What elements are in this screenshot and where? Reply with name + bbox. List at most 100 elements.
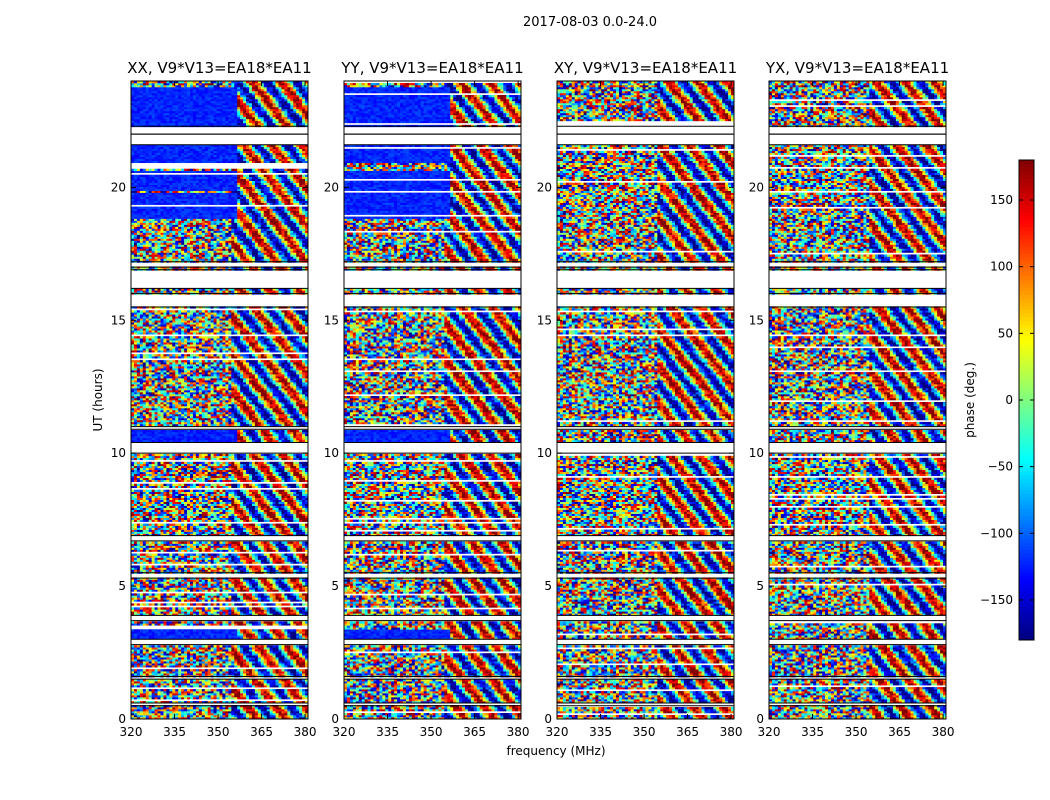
colorbar-step [1019,310,1034,314]
colorbar-step [1019,513,1034,517]
colorbar-step [1019,381,1034,385]
colorbar-step [1019,580,1034,584]
x-tick-label: 365 [250,725,273,739]
x-tick-label: 350 [420,725,443,739]
x-tick-label: 380 [720,725,743,739]
y-tick-label: 0 [544,712,552,726]
y-tick-label: 20 [111,180,126,194]
colorbar-step [1019,378,1034,382]
colorbar-step [1019,209,1034,213]
colorbar-step [1019,468,1034,472]
y-tick-label: 5 [331,579,339,593]
y-tick-label: 20 [749,180,764,194]
y-tick-label: 10 [537,446,552,460]
colorbar-step [1019,479,1034,483]
colorbar-step [1019,288,1034,292]
y-tick-label: 0 [331,712,339,726]
x-tick-label: 320 [333,725,356,739]
x-axis-label: frequency (MHz) [506,744,605,758]
colorbar-step [1019,318,1034,322]
colorbar-step [1019,501,1034,505]
colorbar-step [1019,201,1034,205]
colorbar-step [1019,186,1034,190]
y-tick-label: 0 [118,712,126,726]
colorbar-step [1019,344,1034,348]
x-tick-label: 380 [507,725,530,739]
colorbar-step [1019,535,1034,539]
colorbar-step [1019,235,1034,239]
colorbar-step [1019,625,1034,629]
colorbar-step [1019,246,1034,250]
colorbar-step [1019,621,1034,625]
colorbar-step [1019,539,1034,543]
colorbar-step [1019,194,1034,198]
y-axis-label: UT (hours) [91,368,105,431]
colorbar-step [1019,603,1034,607]
x-tick-label: 335 [589,725,612,739]
x-tick-label: 335 [163,725,186,739]
y-tick-label: 10 [111,446,126,460]
colorbar-step [1019,321,1034,325]
colorbar-step [1019,168,1034,172]
colorbar-step [1019,276,1034,280]
colorbar-tick-label: 150 [990,193,1013,207]
colorbar-step [1019,261,1034,265]
colorbar-step [1019,528,1034,532]
colorbar-step [1019,550,1034,554]
heatmap-cells [557,81,734,719]
colorbar-step [1019,216,1034,220]
colorbar-step [1019,374,1034,378]
colorbar-step [1019,633,1034,637]
colorbar-step [1019,629,1034,633]
x-tick-label: 320 [546,725,569,739]
colorbar-step [1019,546,1034,550]
colorbar-step [1019,175,1034,179]
x-tick-label: 320 [120,725,143,739]
panel-title: YY, V9*V13=EA18*EA11 [340,59,523,77]
colorbar-step [1019,449,1034,453]
y-tick-label: 5 [544,579,552,593]
colorbar-step [1019,314,1034,318]
x-tick-label: 380 [294,725,317,739]
colorbar-step [1019,516,1034,520]
colorbar-step [1019,595,1034,599]
colorbar-step [1019,284,1034,288]
heatmap-cells [344,83,521,719]
colorbar-step [1019,494,1034,498]
colorbar-step [1019,565,1034,569]
colorbar-step [1019,415,1034,419]
colorbar-step [1019,355,1034,359]
y-tick-label: 15 [537,313,552,327]
colorbar-step [1019,243,1034,247]
colorbar-step [1019,273,1034,277]
colorbar-step [1019,438,1034,442]
colorbar-step [1019,164,1034,168]
colorbar-step [1019,179,1034,183]
colorbar-step [1019,408,1034,412]
colorbar-step [1019,434,1034,438]
colorbar-step [1019,558,1034,562]
colorbar-tick-label: −100 [980,526,1013,540]
y-tick-label: 10 [324,446,339,460]
y-tick-label: 15 [111,313,126,327]
x-tick-label: 365 [463,725,486,739]
y-tick-label: 5 [756,579,764,593]
colorbar-step [1019,329,1034,333]
colorbar-step [1019,573,1034,577]
colorbar-step [1019,475,1034,479]
colorbar-step [1019,351,1034,355]
colorbar-step [1019,220,1034,224]
colorbar-step [1019,419,1034,423]
colorbar-step [1019,569,1034,573]
heatmap-cells [131,81,308,719]
colorbar-step [1019,303,1034,307]
colorbar-step [1019,160,1034,164]
figure-suptitle: 2017-08-03 0.0-24.0 [523,15,657,30]
colorbar-step [1019,340,1034,344]
colorbar-step [1019,239,1034,243]
colorbar-step [1019,584,1034,588]
colorbar-step [1019,614,1034,618]
colorbar-step [1019,505,1034,509]
